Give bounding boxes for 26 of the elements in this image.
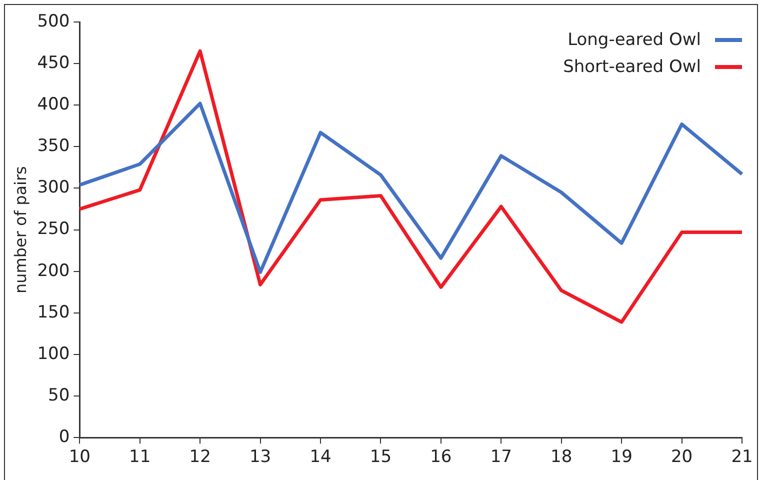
y-tick-label: 350 <box>37 136 70 156</box>
x-tick-label: 11 <box>129 447 151 468</box>
y-tick-label: 100 <box>37 344 70 364</box>
y-tick-label: 50 <box>48 385 70 406</box>
y-tick-label: 300 <box>37 178 70 198</box>
x-tick-label: 12 <box>189 447 211 468</box>
y-tick-label: 450 <box>37 52 70 73</box>
x-tick-label: 10 <box>68 447 90 468</box>
x-tick-label: 21 <box>731 447 753 468</box>
x-tick-label: 16 <box>430 447 452 468</box>
x-tick-label: 19 <box>610 447 632 468</box>
y-tick-label: 500 <box>37 11 70 32</box>
y-tick-label: 400 <box>37 94 70 115</box>
y-tick-label: 250 <box>37 219 70 240</box>
x-tick-label: 14 <box>310 447 332 468</box>
x-tick-label: 18 <box>550 447 572 468</box>
x-tick-label: 13 <box>249 447 272 468</box>
x-tick-label: 20 <box>670 447 693 468</box>
legend-label: Long-eared Owl <box>568 30 701 50</box>
x-tick-label: 15 <box>370 447 392 468</box>
y-tick-label: 200 <box>37 260 70 281</box>
legend-label: Short-eared Owl <box>563 56 701 76</box>
x-tick-label: 17 <box>490 447 512 468</box>
y-axis-title: number of pairs <box>10 166 30 294</box>
y-tick-label: 0 <box>58 427 70 448</box>
y-tick-label: 150 <box>37 302 70 322</box>
